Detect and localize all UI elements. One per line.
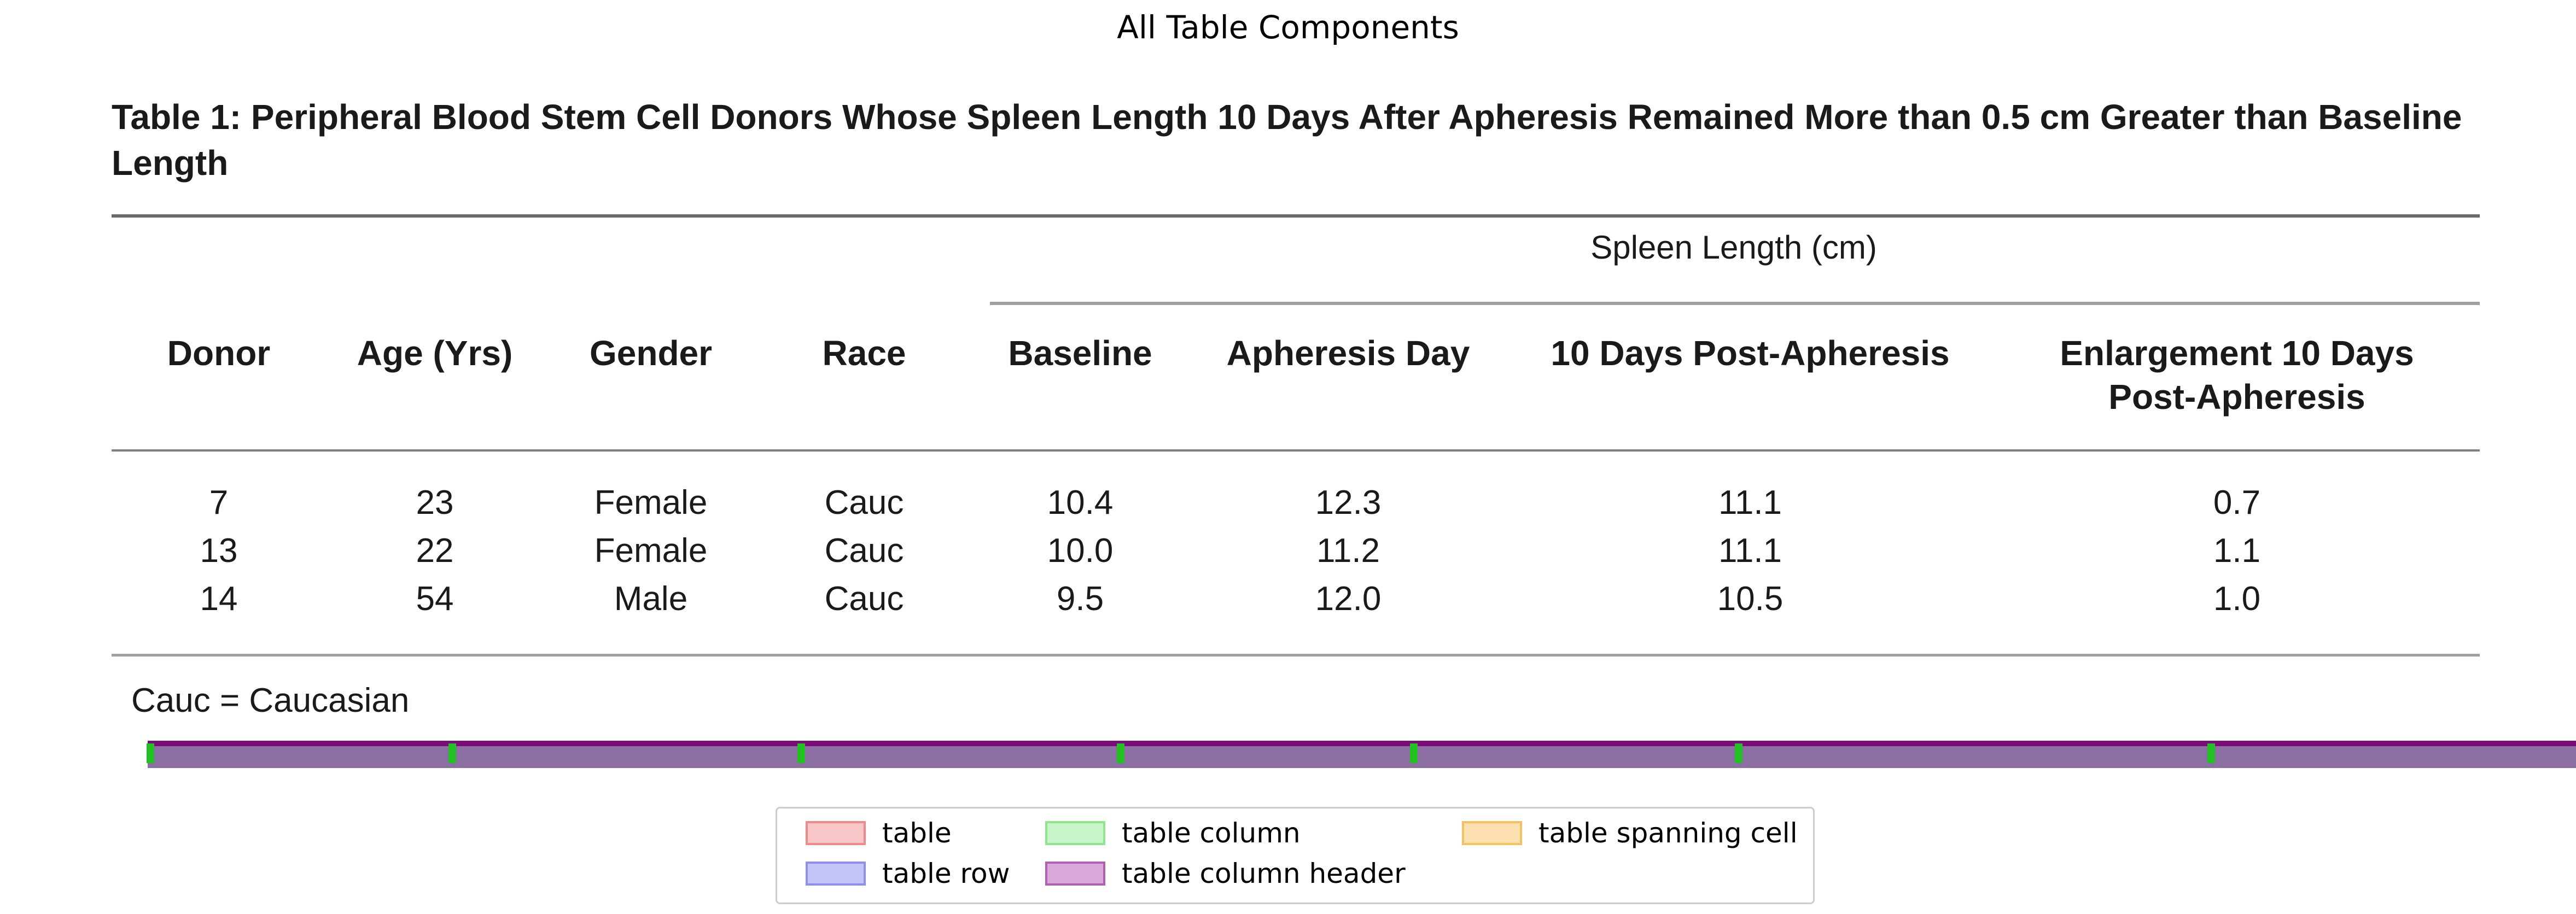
legend-item-table-column-header: table column header xyxy=(1045,858,1406,889)
column-header-gender: Gender xyxy=(589,333,713,373)
table-cell: 13 xyxy=(200,532,238,570)
table-cell: 14 xyxy=(200,580,238,618)
table-cell: 10.5 xyxy=(1717,580,1784,618)
table-cell: Cauc xyxy=(824,532,904,570)
table-cell: Male xyxy=(614,580,688,618)
spanning-header: Spleen Length (cm) xyxy=(1590,229,1877,266)
spanning-rule xyxy=(990,302,2480,305)
legend-label: table spanning cell xyxy=(1538,817,1798,849)
table-cell: 23 xyxy=(416,484,454,522)
legend: table table column table spanning cell t… xyxy=(776,807,1815,904)
legend-label: table column xyxy=(1122,817,1301,849)
table-cell: 12.3 xyxy=(1315,484,1382,522)
column-header-race: Race xyxy=(822,333,906,373)
column-header-apheresis-day: Apheresis Day xyxy=(1226,333,1470,373)
legend-swatch-table-column xyxy=(1045,821,1105,845)
legend-item-table-row: table row xyxy=(806,858,1010,889)
table-cell: 10.0 xyxy=(1047,532,1114,570)
column-boundary-mark xyxy=(147,743,154,763)
column-header-baseline: Baseline xyxy=(1008,333,1152,373)
table-cell: 11.1 xyxy=(1718,532,1782,570)
column-header-age: Age (Yrs) xyxy=(357,333,513,373)
legend-swatch-table-spanning-cell xyxy=(1462,821,1522,845)
table-cell: Female xyxy=(594,484,708,522)
column-boundary-mark xyxy=(1410,743,1418,763)
figure-title: All Table Components xyxy=(1117,9,1459,46)
table-caption: Table 1: Peripheral Blood Stem Cell Dono… xyxy=(112,97,2462,183)
column-header-overlay xyxy=(148,741,2576,768)
legend-swatch-table xyxy=(806,821,866,845)
column-header-enlargement: Enlargement 10 Days Post-Apheresis xyxy=(2060,333,2414,417)
table-cell: 7 xyxy=(209,484,229,522)
table-cell: 22 xyxy=(416,532,454,570)
table-footnote: Cauc = Caucasian xyxy=(131,682,410,719)
column-boundary-mark xyxy=(1735,743,1742,763)
legend-item-table-column: table column xyxy=(1045,817,1301,849)
column-header-donor: Donor xyxy=(167,333,271,373)
column-boundary-mark xyxy=(448,743,456,763)
bottom-rule xyxy=(112,654,2480,657)
legend-swatch-table-row xyxy=(806,862,866,886)
legend-label: table xyxy=(882,817,952,849)
table-cell: 9.5 xyxy=(1056,580,1104,618)
column-boundary-mark xyxy=(2207,743,2215,763)
legend-label: table row xyxy=(882,858,1010,889)
legend-label: table column header xyxy=(1122,858,1406,889)
table-cell: 11.1 xyxy=(1718,484,1782,522)
header-rule xyxy=(112,449,2480,452)
table-cell: 12.0 xyxy=(1315,580,1382,618)
column-boundary-mark xyxy=(797,743,805,763)
top-rule xyxy=(112,214,2480,218)
table-cell: 0.7 xyxy=(2213,484,2261,522)
table-cell: 11.2 xyxy=(1316,532,1380,570)
legend-item-table-spanning-cell: table spanning cell xyxy=(1462,817,1798,849)
table-cell: Cauc xyxy=(824,580,904,618)
table-cell: 54 xyxy=(416,580,454,618)
table-cell: Cauc xyxy=(824,484,904,522)
table-cell: 1.1 xyxy=(2213,532,2261,570)
legend-swatch-table-column-header xyxy=(1045,862,1105,886)
column-header-10-days-post: 10 Days Post-Apheresis xyxy=(1551,333,1950,373)
table-cell: 10.4 xyxy=(1047,484,1114,522)
column-boundary-mark xyxy=(1117,743,1124,763)
legend-item-table: table xyxy=(806,817,952,849)
table-cell: Female xyxy=(594,532,708,570)
table-cell: 1.0 xyxy=(2213,580,2261,618)
